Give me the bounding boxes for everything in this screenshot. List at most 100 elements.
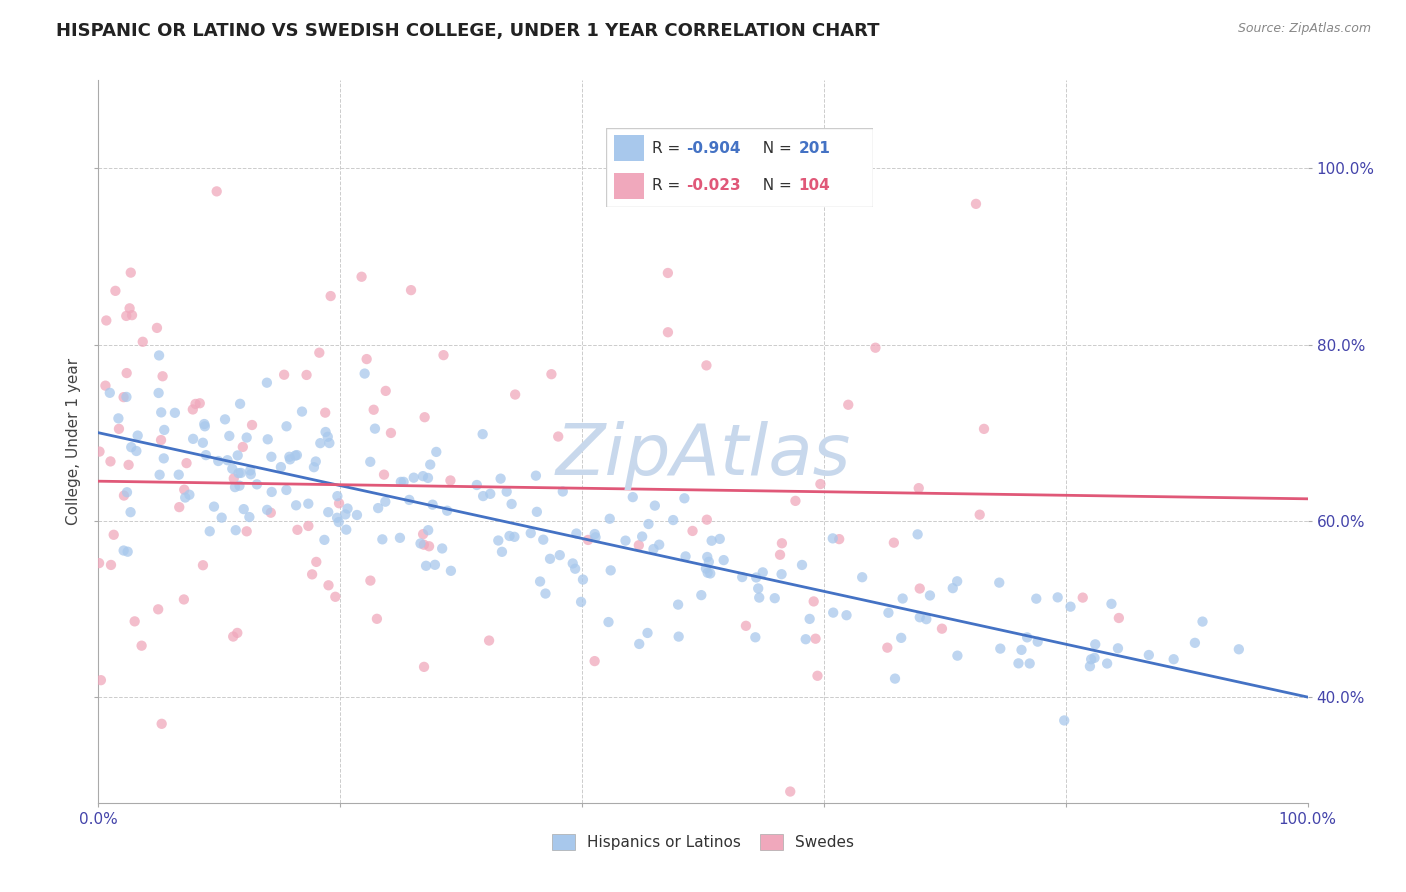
Point bbox=[637, 626, 659, 640]
Point bbox=[416, 471, 439, 485]
Point bbox=[115, 309, 138, 323]
Point bbox=[823, 606, 845, 620]
Point bbox=[188, 396, 211, 410]
Point bbox=[295, 368, 318, 382]
Point bbox=[503, 530, 526, 544]
Point bbox=[425, 445, 447, 459]
Point bbox=[524, 468, 547, 483]
Point bbox=[877, 606, 900, 620]
Point bbox=[228, 466, 250, 480]
Text: -0.023: -0.023 bbox=[686, 178, 741, 193]
Point bbox=[318, 436, 340, 450]
Point bbox=[790, 558, 813, 572]
Point bbox=[747, 582, 769, 596]
Point bbox=[399, 283, 422, 297]
Point bbox=[315, 425, 337, 439]
Point bbox=[229, 466, 252, 480]
Point bbox=[371, 533, 394, 547]
Point bbox=[89, 444, 111, 458]
Point bbox=[799, 612, 821, 626]
Point bbox=[675, 549, 697, 564]
Point bbox=[472, 489, 495, 503]
Point bbox=[163, 406, 186, 420]
Point bbox=[1053, 714, 1076, 728]
Point bbox=[191, 558, 214, 573]
Text: ZipAtlas: ZipAtlas bbox=[555, 422, 851, 491]
Point bbox=[402, 471, 425, 485]
Point bbox=[364, 422, 387, 436]
Point bbox=[398, 492, 420, 507]
FancyBboxPatch shape bbox=[614, 173, 644, 199]
Point bbox=[278, 452, 301, 467]
Point bbox=[770, 567, 793, 582]
Point bbox=[709, 532, 731, 546]
Point bbox=[194, 448, 217, 462]
Point bbox=[148, 348, 170, 362]
Point bbox=[150, 405, 173, 419]
Point bbox=[486, 533, 509, 548]
Point bbox=[246, 477, 269, 491]
Point bbox=[423, 558, 446, 572]
Point bbox=[353, 367, 375, 381]
Point bbox=[256, 433, 278, 447]
Point bbox=[221, 462, 243, 476]
Point bbox=[942, 581, 965, 595]
Point bbox=[301, 567, 323, 582]
Point bbox=[239, 467, 262, 482]
Point bbox=[569, 595, 592, 609]
Point bbox=[501, 497, 523, 511]
Text: R =: R = bbox=[651, 141, 685, 156]
Point bbox=[1046, 591, 1069, 605]
Point bbox=[176, 456, 198, 470]
Point bbox=[148, 602, 170, 616]
Point bbox=[614, 533, 637, 548]
Point bbox=[117, 458, 139, 472]
Point bbox=[891, 591, 914, 606]
Point bbox=[132, 334, 155, 349]
Point bbox=[153, 423, 176, 437]
Point bbox=[100, 558, 122, 572]
Point bbox=[1083, 650, 1105, 665]
Point bbox=[222, 471, 245, 485]
Point bbox=[173, 483, 195, 497]
Point bbox=[748, 591, 770, 605]
Point bbox=[374, 494, 396, 508]
Point bbox=[828, 532, 851, 546]
Point bbox=[803, 594, 825, 608]
Point bbox=[107, 411, 129, 425]
Point bbox=[697, 555, 720, 569]
Point bbox=[260, 506, 283, 520]
Point bbox=[769, 548, 792, 562]
Point bbox=[328, 515, 350, 529]
Point bbox=[540, 367, 562, 381]
Point bbox=[413, 660, 436, 674]
Point bbox=[598, 615, 620, 629]
Point bbox=[278, 450, 301, 464]
Point bbox=[538, 551, 561, 566]
Point bbox=[973, 422, 995, 436]
Point bbox=[851, 570, 873, 584]
Point bbox=[380, 425, 402, 440]
Point bbox=[599, 563, 621, 577]
Point bbox=[152, 451, 174, 466]
Point bbox=[87, 556, 110, 570]
Point bbox=[1080, 652, 1102, 666]
Point bbox=[988, 575, 1011, 590]
Point bbox=[202, 500, 225, 514]
Point bbox=[489, 472, 512, 486]
Point bbox=[150, 433, 173, 447]
Point bbox=[120, 266, 142, 280]
Point bbox=[1227, 642, 1250, 657]
Point bbox=[115, 485, 138, 500]
Point bbox=[1059, 599, 1081, 614]
Point bbox=[120, 505, 142, 519]
Point bbox=[495, 484, 517, 499]
Point bbox=[627, 538, 650, 552]
Point bbox=[305, 555, 328, 569]
Point bbox=[770, 536, 793, 550]
Point bbox=[127, 428, 149, 442]
Point bbox=[583, 527, 606, 541]
Text: R =: R = bbox=[651, 178, 685, 193]
Point bbox=[1108, 611, 1130, 625]
Point bbox=[700, 533, 723, 548]
